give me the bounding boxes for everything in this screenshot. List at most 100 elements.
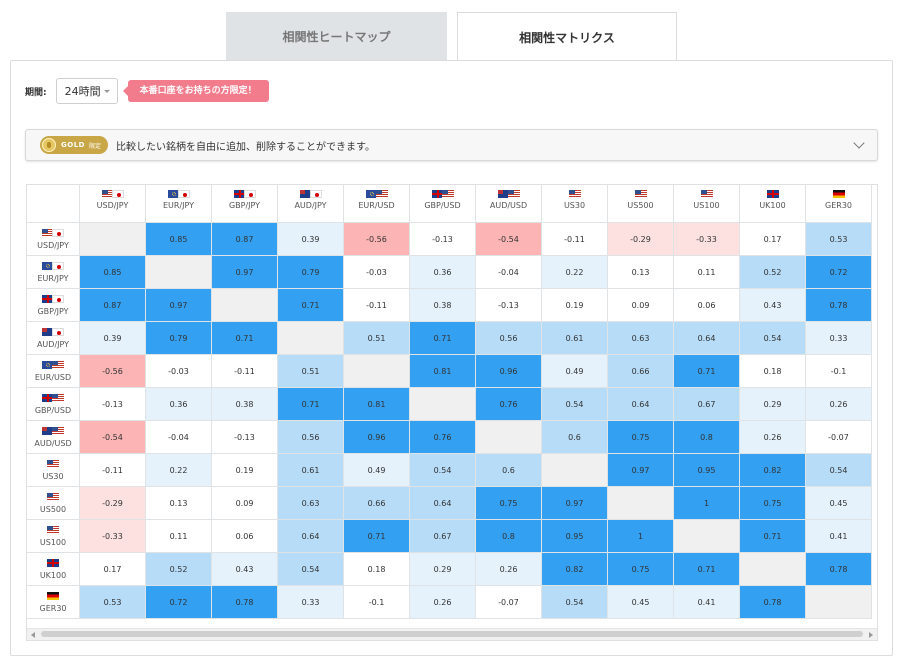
matrix-cell: 0.29: [739, 387, 806, 421]
us-flag-icon: [507, 189, 520, 198]
row-label: GBP/JPY: [37, 306, 69, 316]
gb-flag-icon: [766, 189, 779, 198]
matrix-cell: 0.53: [79, 585, 146, 619]
au-flag-icon: [497, 189, 510, 198]
matrix-cell: 0.97: [211, 255, 278, 289]
matrix-cell-self: [409, 387, 476, 421]
matrix-cell: -0.03: [145, 354, 212, 388]
matrix-row: GBP/JPY 0.87 0.97 0.71 -0.11 0.38 -0.13 0.19 0.0…: [27, 288, 872, 322]
matrix-cell: 0.79: [145, 321, 212, 355]
matrix-cell: 0.67: [409, 519, 476, 553]
matrix-cell: 0.29: [409, 552, 476, 586]
column-label: EUR/USD: [358, 201, 395, 210]
row-label: AUD/USD: [34, 438, 72, 448]
matrix-cell: 0.52: [145, 552, 212, 586]
column-label: US100: [693, 201, 720, 210]
scrollbar-thumb[interactable]: [41, 631, 863, 637]
column-label: GBP/USD: [424, 201, 461, 210]
matrix-cell: 0.67: [673, 387, 740, 421]
jp-flag-icon: [111, 189, 124, 198]
matrix-cell: 0.78: [739, 585, 806, 619]
row-label: EUR/JPY: [37, 273, 69, 283]
jp-flag-icon: [52, 229, 64, 237]
matrix-cell: -0.11: [79, 453, 146, 487]
matrix-cell: 0.09: [607, 288, 674, 322]
matrix-cell: 0.81: [343, 387, 410, 421]
matrix-cell: -0.11: [343, 288, 410, 322]
matrix-cell: -0.54: [475, 222, 542, 256]
gold-label: GOLD: [61, 141, 85, 149]
tab-correlation-matrix[interactable]: 相関性マトリクス: [457, 12, 677, 61]
flag-pair: [766, 189, 779, 198]
matrix-cell: 0.11: [145, 519, 212, 553]
matrix-cell: 0.61: [541, 321, 608, 355]
matrix-cell: 0.38: [211, 387, 278, 421]
jp-flag-icon: [177, 189, 190, 198]
row-header: AUD/USD: [27, 420, 80, 454]
matrix-cell: 0.49: [541, 354, 608, 388]
matrix-cell: 0.54: [739, 321, 806, 355]
gold-feature-bar[interactable]: GOLD 限定 比較したい銘柄を自由に追加、削除することができます。: [25, 129, 878, 161]
matrix-row: UK100 0.17 0.52 0.43 0.54 0.18 0.29 0.26 0.82 0.7…: [27, 552, 872, 586]
flag-pair: [101, 189, 124, 198]
matrix-cell: 0.26: [805, 387, 872, 421]
jp-flag-icon: [243, 189, 256, 198]
flag-pair: [431, 189, 454, 198]
gb-flag-icon: [47, 559, 59, 567]
matrix-cell: 0.43: [211, 552, 278, 586]
chevron-down-icon[interactable]: [853, 137, 865, 149]
matrix-cell: 0.78: [805, 552, 872, 586]
matrix-cell: 0.72: [145, 585, 212, 619]
column-label: GBP/JPY: [228, 201, 261, 210]
row-header: US30: [27, 453, 80, 487]
matrix-row: USD/JPY 0.85 0.87 0.39 -0.56 -0.13 -0.54 -0.11-…: [27, 222, 872, 256]
matrix-cell: 0.71: [673, 552, 740, 586]
au-flag-icon: [42, 328, 54, 336]
matrix-cell: 0.38: [409, 288, 476, 322]
matrix-cell: 0.41: [805, 519, 872, 553]
horizontal-scrollbar[interactable]: [27, 628, 877, 640]
matrix-cell: 0.45: [805, 486, 872, 520]
row-header: GER30: [27, 585, 80, 619]
matrix-cell: 0.76: [475, 387, 542, 421]
matrix-cell-self: [673, 519, 740, 553]
matrix-cell: -0.11: [541, 222, 608, 256]
flag-pair: [634, 189, 647, 198]
de-flag-icon: [47, 592, 59, 600]
flag-pair: [47, 592, 59, 601]
column-label: GER30: [825, 201, 852, 210]
matrix-cell: 0.97: [541, 486, 608, 520]
row-header: US100: [27, 519, 80, 553]
matrix-corner: [27, 185, 80, 223]
matrix-cell: 0.17: [739, 222, 806, 256]
matrix-cell: 0.64: [277, 519, 344, 553]
jp-flag-icon: [309, 189, 322, 198]
matrix-cell: 0.82: [739, 453, 806, 487]
us-flag-icon: [47, 526, 59, 534]
matrix-cell: -0.13: [475, 288, 542, 322]
jp-flag-icon: [52, 262, 64, 270]
live-account-badge: 本番口座をお持ちの方限定！: [122, 80, 269, 102]
eu-flag-icon: [167, 189, 180, 198]
de-flag-icon: [832, 189, 845, 198]
us-flag-icon: [634, 189, 647, 198]
matrix-cell-self: [211, 288, 278, 322]
us-flag-icon: [441, 189, 454, 198]
matrix-row: EUR/USD -0.56 -0.03 -0.11 0.51 0.81 0.96 0.49 0.…: [27, 354, 872, 388]
scroll-left-icon[interactable]: [31, 632, 35, 638]
flag-pair: [365, 189, 388, 198]
scroll-right-icon[interactable]: [869, 632, 873, 638]
flag-pair: [42, 229, 64, 238]
matrix-cell: 0.85: [79, 255, 146, 289]
matrix-cell: 0.56: [475, 321, 542, 355]
matrix-cell: 0.54: [805, 453, 872, 487]
matrix-cell: 0.06: [211, 519, 278, 553]
column-label: US30: [563, 201, 586, 210]
matrix-cell: 0.78: [805, 288, 872, 322]
row-header: USD/JPY: [27, 222, 80, 256]
column-label: USD/JPY: [96, 201, 129, 210]
matrix-cell: 0.66: [607, 354, 674, 388]
tab-correlation-heatmap[interactable]: 相関性ヒートマップ: [226, 12, 447, 60]
period-select[interactable]: 24時間: [55, 78, 118, 104]
matrix-cell: 0.54: [277, 552, 344, 586]
